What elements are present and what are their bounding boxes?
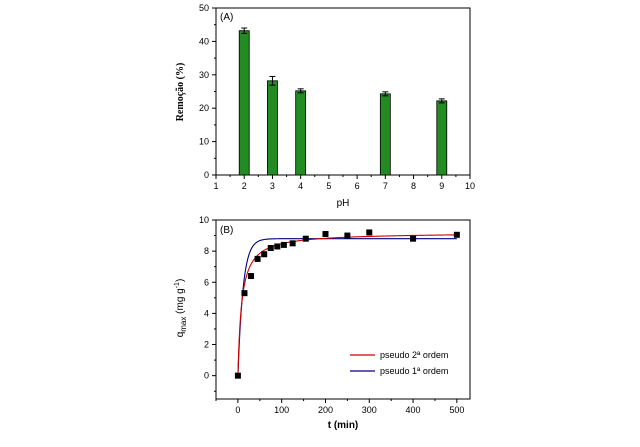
y-axis-label-b-main: q xyxy=(175,332,186,338)
x-tick-label-b: 300 xyxy=(362,405,377,415)
legend-label: pseudo 1ª ordem xyxy=(380,366,448,376)
y-axis-label-b: qmax (mg g-1) xyxy=(174,279,188,338)
y-tick-label-b: 6 xyxy=(204,277,209,287)
bar-ph-9 xyxy=(436,100,448,176)
x-tick-label-a: 6 xyxy=(355,181,360,191)
bar-ph-3 xyxy=(267,80,278,176)
x-tick-label-a: 1 xyxy=(213,181,218,191)
x-tick-label-b: 400 xyxy=(406,405,421,415)
x-axis-label-b: t (min) xyxy=(328,420,359,431)
y-tick-label-a: 30 xyxy=(199,70,209,80)
y-tick-label-a: 40 xyxy=(199,36,209,46)
y-tick-label-a: 10 xyxy=(199,137,209,147)
x-tick-label-a: 9 xyxy=(439,181,444,191)
y-axis-label-b-sup: -1 xyxy=(174,282,181,288)
y-tick-label-a: 50 xyxy=(199,3,209,13)
x-tick-label-a: 5 xyxy=(326,181,331,191)
x-tick-label-b: 0 xyxy=(235,405,240,415)
y-axis-label-b-close: ) xyxy=(175,279,186,282)
x-tick-label-b: 500 xyxy=(449,405,464,415)
data-point xyxy=(289,240,296,247)
data-point xyxy=(274,243,281,250)
x-tick-label-b: 100 xyxy=(274,405,289,415)
y-tick-label-b: 10 xyxy=(199,215,209,225)
x-tick-label-a: 4 xyxy=(298,181,303,191)
data-point xyxy=(302,235,309,242)
y-tick-label-b: 8 xyxy=(204,246,209,256)
x-tick-label-b: 200 xyxy=(318,405,333,415)
data-point xyxy=(344,232,351,239)
x-tick-label-a: 7 xyxy=(383,181,388,191)
data-point xyxy=(261,251,268,258)
plot-frame-a xyxy=(215,7,471,176)
data-point xyxy=(453,231,460,238)
x-tick-label-a: 10 xyxy=(465,181,475,191)
data-point xyxy=(234,372,241,379)
curve-pseudo-first-order xyxy=(237,238,457,376)
legend-b: pseudo 2ª ordem pseudo 1ª ordem xyxy=(350,350,448,376)
y-tick-label-a: 0 xyxy=(204,170,209,180)
data-point xyxy=(410,235,417,242)
chart-panel-b: (B) 0 100 200 300 400 500 0 2 4 6 8 10 pseudo 2ª o… xyxy=(174,215,471,431)
data-point xyxy=(267,245,274,252)
data-point xyxy=(241,290,248,297)
y-axis-label-b-unit: (mg g xyxy=(175,288,186,316)
plot-frame-b xyxy=(215,219,471,400)
panel-label-a: (A) xyxy=(220,12,233,23)
y-tick-label-b: 4 xyxy=(204,308,209,318)
x-tick-label-a: 3 xyxy=(270,181,275,191)
bar-ph-4 xyxy=(295,90,307,176)
y-axis-label-b-sub: max xyxy=(179,317,188,332)
x-axis-label-a: pH xyxy=(337,198,350,209)
y-tick-label-b: 2 xyxy=(204,340,209,350)
data-point xyxy=(366,229,373,236)
bar-ph-7 xyxy=(379,93,391,176)
y-tick-label-a: 20 xyxy=(199,103,209,113)
y-axis-label-a: Remoção (%) xyxy=(175,63,186,122)
chart-panel-a: (A) 1 2 3 4 5 6 7 8 9 10 0 10 20 30 40 50 pH Remoção (… xyxy=(175,3,475,209)
y-tick-label-b: 0 xyxy=(204,371,209,381)
x-tick-label-a: 2 xyxy=(242,181,247,191)
bar-ph-2 xyxy=(238,30,250,176)
data-point xyxy=(280,241,287,248)
data-point xyxy=(248,273,255,280)
data-point xyxy=(254,255,261,262)
data-point xyxy=(322,231,329,238)
x-tick-label-a: 8 xyxy=(411,181,416,191)
panel-label-b: (B) xyxy=(220,225,233,236)
legend-label: pseudo 2ª ordem xyxy=(380,350,448,360)
